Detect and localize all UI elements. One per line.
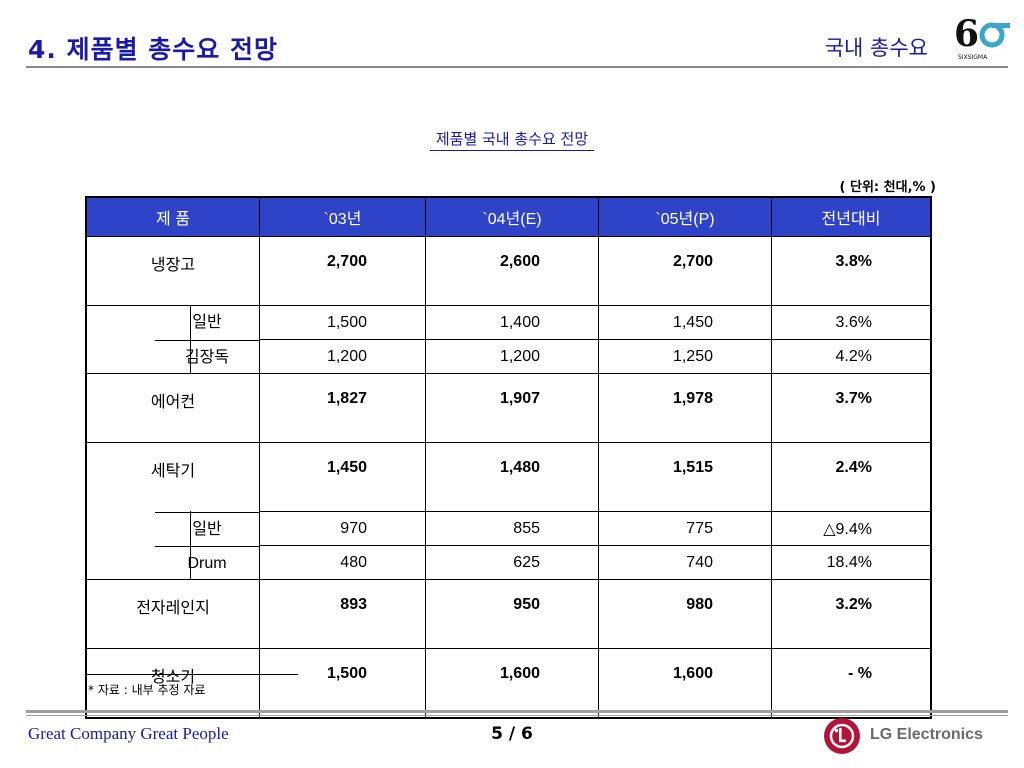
table-row: 냉장고 2,700 2,600 2,700 3.8% — [85, 236, 932, 306]
value-yoy: 18.4% — [771, 545, 932, 580]
sub-product-name: 일반 — [155, 511, 259, 546]
lg-logo-icon — [824, 718, 860, 754]
table-row: 세탁기 1,450 1,480 1,515 2.4% — [85, 442, 932, 512]
value-2004: 1,600 — [425, 648, 599, 719]
value-2005: 1,250 — [598, 339, 772, 374]
value-2004: 855 — [425, 511, 599, 546]
value-2004: 950 — [425, 579, 599, 649]
header-divider — [26, 66, 1008, 68]
value-yoy: 3.7% — [771, 373, 932, 443]
value-2003: 1,200 — [259, 339, 426, 374]
value-yoy: - % — [771, 648, 932, 719]
page-number: 5 / 6 — [491, 724, 533, 744]
svg-text:6: 6 — [954, 14, 979, 55]
value-2005: 775 — [598, 511, 772, 546]
value-2003: 1,450 — [259, 442, 426, 512]
value-2005: 1,515 — [598, 442, 772, 512]
indent-cell: 일반 — [85, 305, 260, 341]
table-row: 전자레인지 893 950 980 3.2% — [85, 579, 932, 649]
table-row: Drum 480 625 740 18.4% — [85, 544, 932, 580]
svg-text:SIXSIGMA: SIXSIGMA — [958, 54, 988, 61]
footnote: * 자료 : 내부 추정 자료 — [88, 683, 206, 697]
product-name: 에어컨 — [85, 373, 260, 443]
value-2003: 970 — [259, 511, 426, 546]
footer-divider — [26, 710, 1008, 713]
value-2005: 980 — [598, 579, 772, 649]
value-2004: 1,907 — [425, 373, 599, 443]
value-yoy: 4.2% — [771, 339, 932, 374]
footer-tagline: Great Company Great People — [28, 724, 229, 743]
value-2003: 893 — [259, 579, 426, 649]
table-row: 에어컨 1,827 1,907 1,978 3.7% — [85, 373, 932, 443]
value-2004: 625 — [425, 545, 599, 580]
product-name: 세탁기 — [85, 442, 260, 512]
value-2005: 1,450 — [598, 305, 772, 340]
value-2003: 2,700 — [259, 236, 426, 306]
header-2003: `03년 — [259, 196, 426, 237]
table-row: 일반 970 855 775 △9.4% — [85, 510, 932, 547]
lg-brand-text: LG Electronics — [870, 726, 983, 743]
value-2003: 1,500 — [259, 305, 426, 340]
footer-divider-thin — [26, 715, 1008, 716]
table-header-row: 제 품 `03년 `04년(E) `05년(P) 전년대비 — [85, 196, 932, 237]
value-2003: 480 — [259, 545, 426, 580]
value-2003: 1,500 — [259, 648, 426, 719]
six-sigma-logo: 6 SIXSIGMA — [954, 14, 1010, 61]
table-row: 일반 1,500 1,400 1,450 3.6% — [85, 305, 932, 341]
indent-cell: 김장독 — [85, 338, 260, 374]
header-yoy: 전년대비 — [771, 196, 932, 237]
product-name: 냉장고 — [85, 236, 260, 306]
value-yoy: △9.4% — [771, 511, 932, 546]
value-2004: 1,200 — [425, 339, 599, 374]
product-name: 전자레인지 — [85, 579, 260, 649]
slide-title: 4. 제품별 총수요 전망 — [28, 35, 279, 64]
footnote-divider — [86, 674, 298, 675]
value-2003: 1,827 — [259, 373, 426, 443]
header-2005: `05년(P) — [598, 196, 772, 237]
value-yoy: 3.6% — [771, 305, 932, 340]
value-yoy: 2.4% — [771, 442, 932, 512]
table-title: 제품별 국내 총수요 전망 — [0, 128, 1024, 151]
value-2004: 2,600 — [425, 236, 599, 306]
indent-cell: 일반 — [85, 510, 260, 547]
product-name: 청소기 — [85, 648, 260, 719]
value-yoy: 3.2% — [771, 579, 932, 649]
sub-product-name: Drum — [155, 545, 259, 580]
section-label: 국내 총수요 — [824, 36, 928, 60]
indent-cell: Drum — [85, 544, 260, 580]
value-2005: 1,600 — [598, 648, 772, 719]
header-product: 제 품 — [85, 196, 260, 237]
value-2005: 1,978 — [598, 373, 772, 443]
value-2005: 2,700 — [598, 236, 772, 306]
value-2004: 1,480 — [425, 442, 599, 512]
value-2005: 740 — [598, 545, 772, 580]
value-2004: 1,400 — [425, 305, 599, 340]
value-yoy: 3.8% — [771, 236, 932, 306]
sub-product-name: 김장독 — [155, 339, 259, 374]
table-row: 청소기 1,500 1,600 1,600 - % — [85, 648, 932, 719]
unit-note: ( 단위: 천대,% ) — [839, 180, 936, 195]
sub-product-name: 일반 — [192, 314, 222, 331]
demand-table: 제 품 `03년 `04년(E) `05년(P) 전년대비 냉장고 2,700 … — [85, 196, 932, 719]
table-row: 김장독 1,200 1,200 1,250 4.2% — [85, 338, 932, 374]
header-2004: `04년(E) — [425, 196, 599, 237]
